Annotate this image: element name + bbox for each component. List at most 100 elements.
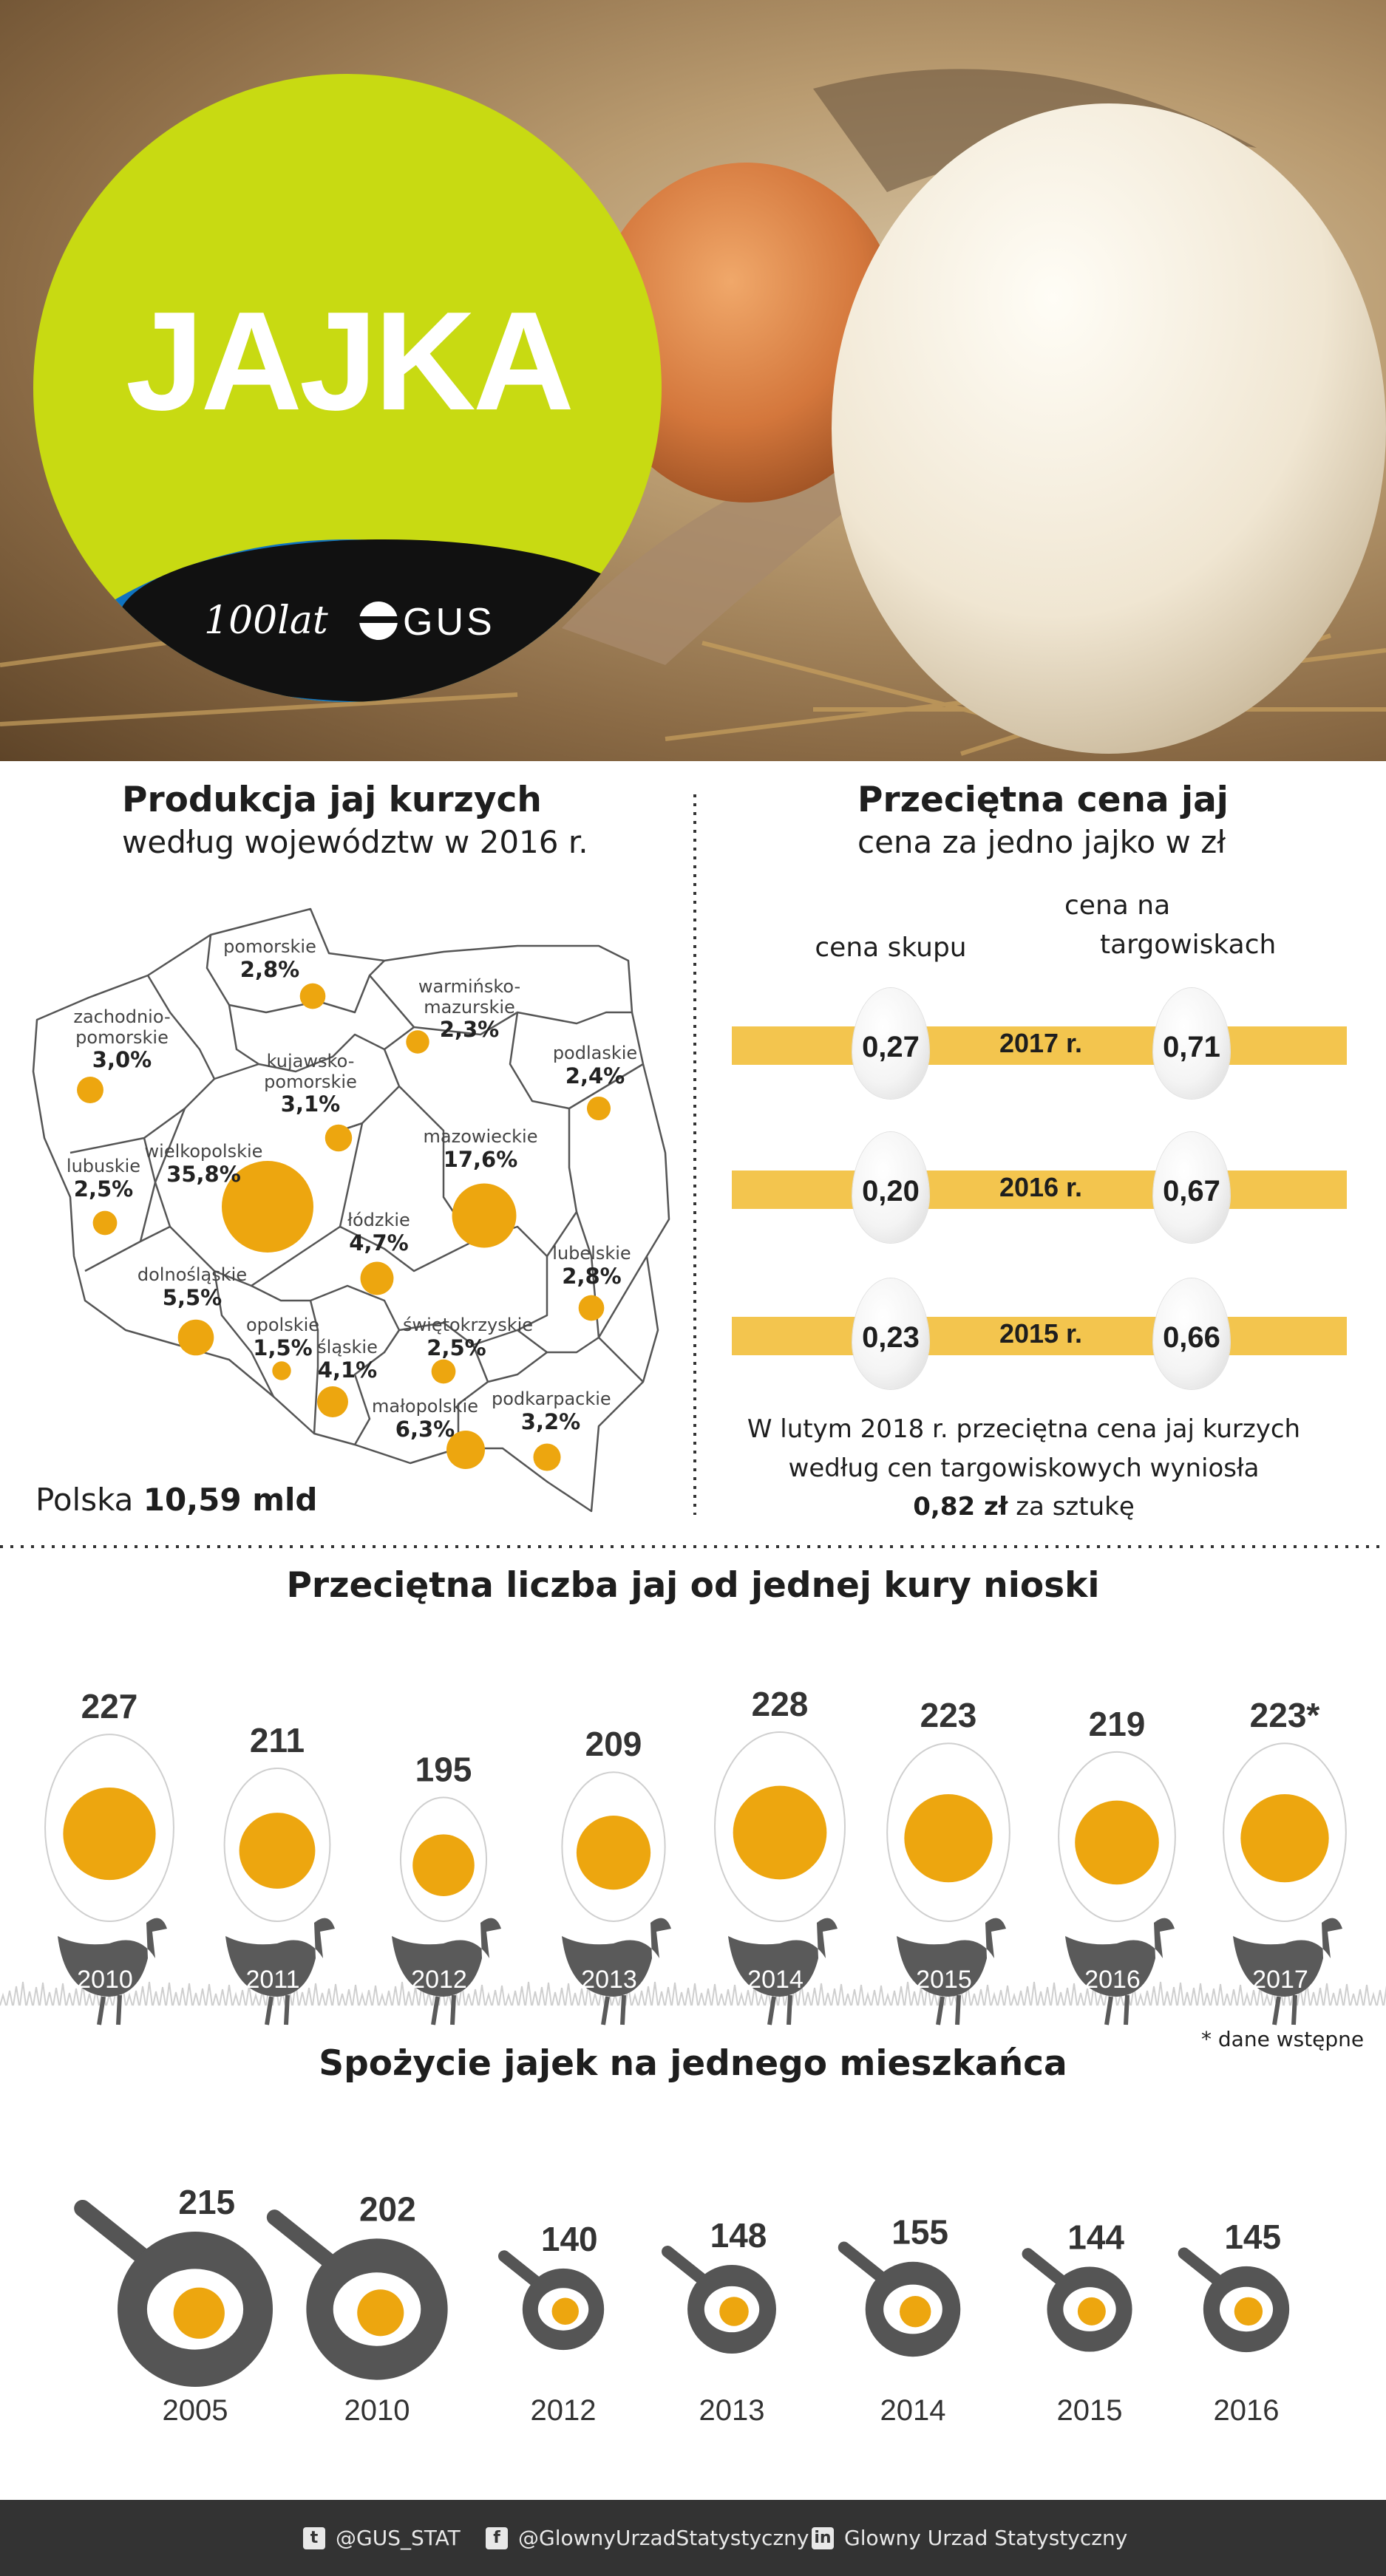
hen-year: 2011 [245,1966,299,1994]
hen-icon [1233,1918,1342,1997]
map-bubble-malopolskie [446,1430,486,1470]
footer-facebook[interactable]: f @GlownyUrzadStatystyczny [486,2500,809,2576]
egg-yolk [719,2297,749,2326]
region-name: wielkopolskie [144,1141,263,1162]
egg-yolk [173,2287,225,2339]
map-label-malopolskie: małopolskie 6,3% [362,1396,488,1442]
map-label-podkarpackie: podkarpackie 3,2% [492,1388,611,1434]
region-share: 4,7% [349,1230,409,1255]
map-label-lubelskie: lubelskie 2,8% [546,1243,638,1289]
egg-yolk [63,1787,156,1881]
title-circle [33,74,662,702]
pan-year: 2015 [1057,2394,1123,2427]
region-name: małopolskie [371,1396,478,1417]
region-name: mazowieckie [423,1126,538,1147]
hens-footnote: * dane wstępne [1201,2027,1365,2051]
price-egg-market: 0,71 [1153,988,1230,1099]
price-year: 2015 r. [999,1318,1083,1349]
map-label-pomorskie: pomorskie 2,8% [222,936,318,982]
pan-value: 140 [541,2220,598,2258]
footer-twitter[interactable]: t @GUS_STAT [303,2500,461,2576]
hen-year: 2012 [411,1966,467,1994]
region-share: 5,5% [162,1284,222,1310]
price-note-end: za sztukę [1016,1492,1135,1522]
hen-item-2014: 2014 228 [714,1685,846,2025]
price-col-market-line1: cena na [1064,890,1171,921]
pan-handle [497,2250,541,2287]
map-label-lodzkie: łódzkie 4,7% [336,1210,421,1255]
map-bubble-opolskie [272,1361,291,1380]
map-bubble-lubelskie [578,1295,605,1321]
region-name: pomorskie [223,936,316,957]
hero-illustration [0,69,1386,756]
pan-handle [266,2209,336,2268]
map-bubble-podkarpackie [533,1443,561,1471]
hen-icon [562,1918,671,1997]
price-egg-purchase: 0,23 [852,1278,929,1389]
region-name: kujawsko-pomorskie [264,1051,357,1092]
hen-legs [767,1994,792,2025]
poland-total-prefix: Polska [35,1482,134,1518]
price-note-bold: 0,82 zł [913,1492,1008,1522]
region-name: opolskie [245,1315,320,1335]
region-share: 2,5% [73,1176,134,1202]
region-share: 2,5% [427,1335,486,1360]
footer: t @GUS_STAT f @GlownyUrzadStatystyczny i… [0,2500,1386,2576]
footer-linkedin[interactable]: in Glowny Urzad Statystyczny [812,2500,1127,2576]
hen-year: 2015 [916,1966,972,1994]
region-share: 2,8% [240,956,300,982]
hen-value: 219 [1089,1705,1146,1743]
map-bubble-kujawsko-pomorskie [325,1124,353,1152]
price-note-line1: W lutym 2018 r. przeciętna cena jaj kurz… [747,1414,1301,1444]
pan-value: 148 [710,2216,767,2255]
region-name: warmińsko-mazurskie [418,976,521,1018]
price-subtitle: cena za jedno jajko w zł [857,824,1226,860]
pan-year: 2005 [163,2394,228,2427]
hen-legs [936,1994,961,2025]
pan-handle [1022,2248,1066,2286]
egg-yolk [1240,1793,1329,1883]
hen-value: 209 [585,1725,642,1763]
region-name: śląskie [317,1337,378,1357]
brown-egg [591,163,902,502]
pan-value: 215 [178,2183,235,2221]
map-label-swietokrzyskie: świętokrzyskie 2,5% [403,1315,533,1360]
production-title: Produkcja jaj kurzych [122,780,542,820]
map-bubble-warminsko-mazurskie [406,1030,429,1054]
region-name: lubelskie [552,1243,631,1264]
region-share: 1,5% [253,1335,313,1360]
region-share: 3,1% [280,1091,341,1117]
hen-value: 223* [1250,1696,1320,1734]
facebook-icon: f [486,2526,508,2549]
egg-yolk [1077,2297,1106,2325]
hen-item-2012: 2012 195 [392,1750,501,2025]
consumption-title: Spożycie jajek na jednego mieszkańca [319,2043,1067,2084]
hen-legs [1272,1994,1297,2025]
hen-item-2013: 2013 209 [561,1725,671,2025]
region-name: podkarpackie [492,1388,611,1409]
footer-linkedin-label: Glowny Urzad Statystyczny [844,2526,1128,2550]
region-share: 17,6% [443,1146,518,1172]
hen-year: 2016 [1084,1966,1141,1994]
hen-value: 228 [752,1685,809,1723]
pan-handle [1178,2247,1223,2286]
map-label-wielkopolskie: wielkopolskie 35,8% [139,1141,268,1187]
pan-handle [662,2246,707,2285]
hen-icon [392,1918,501,1997]
hen-legs [1104,1994,1129,2025]
price-band [732,1317,1347,1355]
hen-icon [58,1918,167,1997]
hen-year: 2010 [77,1966,133,1994]
price-year: 2017 r. [999,1028,1083,1058]
price-band [732,1171,1347,1209]
pan-value: 155 [891,2213,948,2252]
pan-item-2005: 215 2005 [74,2183,273,2427]
pan-item-2014: 155 2014 [838,2213,961,2427]
hen-item-2017: 2017 223* [1223,1696,1347,2025]
egg-yolk [1075,1800,1159,1885]
pan-item-2015: 144 2015 [1022,2218,1132,2427]
hen-icon [1065,1918,1175,1997]
egg-yolk [239,1813,316,1889]
poland-total: Polska 10,59 mld [35,1482,317,1518]
